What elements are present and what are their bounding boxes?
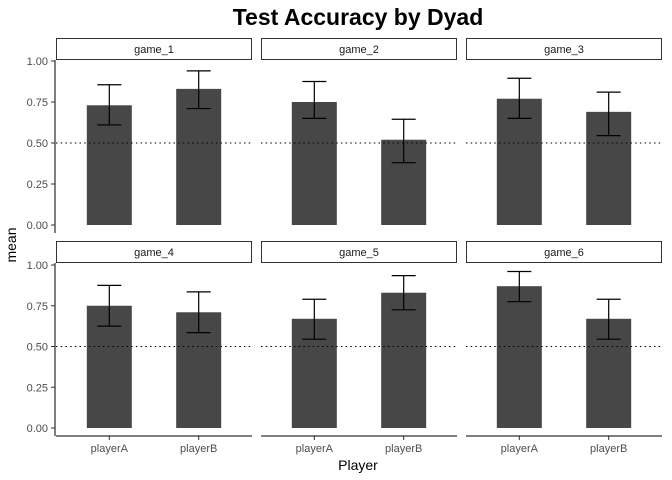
facet-strip (56, 38, 252, 60)
facet-strip-label: game_5 (339, 247, 379, 259)
y-tick-label: 0.25 (27, 179, 48, 191)
x-axis-title: Player (338, 457, 378, 473)
y-tick-label: 0.50 (27, 138, 48, 150)
x-tick-label: playerA (91, 443, 129, 455)
y-tick-label: 1.00 (27, 260, 48, 272)
bar (381, 292, 427, 428)
facet-panels: game_1 game_2 game_3 game_4 playerA playerB ga… (27, 38, 662, 455)
x-tick-label: playerA (501, 443, 539, 455)
facet-strip (466, 241, 662, 263)
x-tick-label: playerB (590, 443, 627, 455)
x-tick-label: playerA (296, 443, 334, 455)
x-tick-label: playerB (180, 443, 217, 455)
y-tick-label: 0.75 (27, 97, 48, 109)
y-tick-label: 0.75 (27, 301, 48, 313)
y-tick-label: 0.00 (27, 423, 48, 435)
x-tick-label: playerB (385, 443, 422, 455)
y-tick-label: 0.50 (27, 342, 48, 354)
facet-strip-label: game_3 (544, 44, 584, 56)
facet-strip-label: game_4 (134, 247, 174, 259)
facet-strip (261, 241, 457, 263)
facet-strip-label: game_2 (339, 44, 379, 56)
facet-strip (261, 38, 457, 60)
y-tick-label: 0.00 (27, 220, 48, 232)
facet-strip-label: game_1 (134, 44, 174, 56)
y-axis-title: mean (3, 227, 19, 262)
bar (496, 286, 542, 428)
bar (291, 102, 337, 225)
y-tick-label: 1.00 (27, 56, 48, 68)
bar (176, 88, 222, 225)
facet-strip (56, 241, 252, 263)
bar (496, 98, 542, 225)
facet-strip (466, 38, 662, 60)
facet-strip-label: game_6 (544, 247, 584, 259)
y-tick-label: 0.25 (27, 382, 48, 394)
chart-title: Test Accuracy by Dyad (233, 4, 484, 30)
